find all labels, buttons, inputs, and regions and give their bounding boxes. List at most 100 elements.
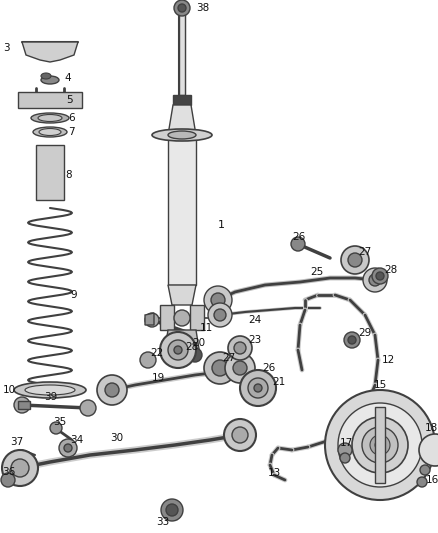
Polygon shape (36, 145, 64, 200)
Circle shape (375, 440, 385, 450)
Ellipse shape (39, 128, 61, 135)
Polygon shape (18, 92, 82, 108)
Circle shape (224, 419, 256, 451)
Circle shape (348, 336, 356, 344)
Ellipse shape (41, 73, 51, 79)
Polygon shape (168, 135, 196, 285)
Text: 7: 7 (68, 127, 74, 137)
Polygon shape (375, 407, 385, 483)
Circle shape (369, 274, 381, 286)
Ellipse shape (38, 115, 62, 122)
Circle shape (105, 383, 119, 397)
Text: 36: 36 (2, 467, 15, 477)
Circle shape (233, 361, 247, 375)
Polygon shape (179, 8, 185, 95)
Text: 1: 1 (218, 220, 225, 230)
Circle shape (14, 397, 30, 413)
Text: 22: 22 (150, 348, 163, 358)
Circle shape (178, 4, 186, 12)
Text: 19: 19 (152, 373, 165, 383)
Circle shape (240, 370, 276, 406)
Circle shape (174, 310, 190, 326)
Circle shape (64, 444, 72, 452)
Text: 21: 21 (272, 377, 285, 387)
Text: 18: 18 (425, 423, 438, 433)
Ellipse shape (168, 131, 196, 139)
Ellipse shape (25, 385, 75, 395)
Text: 39: 39 (44, 392, 57, 402)
Circle shape (80, 400, 96, 416)
Circle shape (248, 378, 268, 398)
Text: 34: 34 (70, 435, 83, 445)
Circle shape (240, 368, 252, 380)
Circle shape (97, 375, 127, 405)
Circle shape (214, 309, 226, 321)
Circle shape (363, 268, 387, 292)
Circle shape (417, 477, 427, 487)
Text: 26: 26 (262, 363, 275, 373)
Circle shape (188, 348, 202, 362)
Text: 35: 35 (53, 417, 66, 427)
Text: 37: 37 (10, 437, 23, 447)
Text: 25: 25 (310, 267, 323, 277)
Circle shape (59, 439, 77, 457)
Circle shape (254, 384, 262, 392)
Text: 15: 15 (373, 380, 387, 390)
Text: 27: 27 (222, 353, 235, 363)
Text: 26: 26 (292, 232, 305, 242)
Circle shape (160, 332, 196, 368)
Polygon shape (145, 313, 154, 325)
Circle shape (232, 427, 248, 443)
Circle shape (348, 253, 362, 267)
Circle shape (234, 342, 246, 354)
Circle shape (11, 459, 29, 477)
Circle shape (419, 434, 438, 466)
Circle shape (211, 293, 225, 307)
Text: 4: 4 (64, 73, 71, 83)
Circle shape (344, 332, 360, 348)
Text: 11: 11 (200, 323, 213, 333)
Circle shape (340, 453, 350, 463)
Circle shape (325, 390, 435, 500)
Circle shape (204, 286, 232, 314)
Circle shape (212, 360, 228, 376)
Text: 20: 20 (192, 338, 205, 348)
Circle shape (168, 340, 188, 360)
Text: 9: 9 (70, 290, 77, 300)
Text: 33: 33 (156, 517, 169, 527)
Polygon shape (173, 95, 191, 105)
Circle shape (174, 0, 190, 16)
Circle shape (145, 313, 159, 327)
Circle shape (376, 272, 384, 280)
Circle shape (372, 268, 388, 284)
Text: 3: 3 (3, 43, 10, 53)
Circle shape (225, 353, 255, 383)
Circle shape (341, 246, 369, 274)
Text: 23: 23 (248, 335, 261, 345)
Circle shape (291, 237, 305, 251)
Text: 24: 24 (248, 315, 261, 325)
Polygon shape (190, 305, 204, 330)
Text: 16: 16 (426, 475, 438, 485)
Polygon shape (160, 305, 174, 330)
Ellipse shape (33, 127, 67, 137)
Circle shape (228, 336, 252, 360)
Circle shape (50, 422, 62, 434)
Polygon shape (168, 105, 196, 135)
Circle shape (338, 403, 422, 487)
Circle shape (352, 417, 408, 473)
Text: 12: 12 (382, 355, 395, 365)
Text: 30: 30 (110, 433, 123, 443)
Ellipse shape (152, 129, 212, 141)
Circle shape (140, 352, 156, 368)
Circle shape (177, 347, 187, 357)
Text: 29: 29 (358, 328, 371, 338)
Polygon shape (18, 401, 30, 409)
Text: 6: 6 (68, 113, 74, 123)
Ellipse shape (31, 113, 69, 123)
Ellipse shape (41, 76, 59, 84)
Ellipse shape (14, 382, 86, 398)
Circle shape (2, 450, 38, 486)
Circle shape (362, 427, 398, 463)
Circle shape (208, 303, 232, 327)
